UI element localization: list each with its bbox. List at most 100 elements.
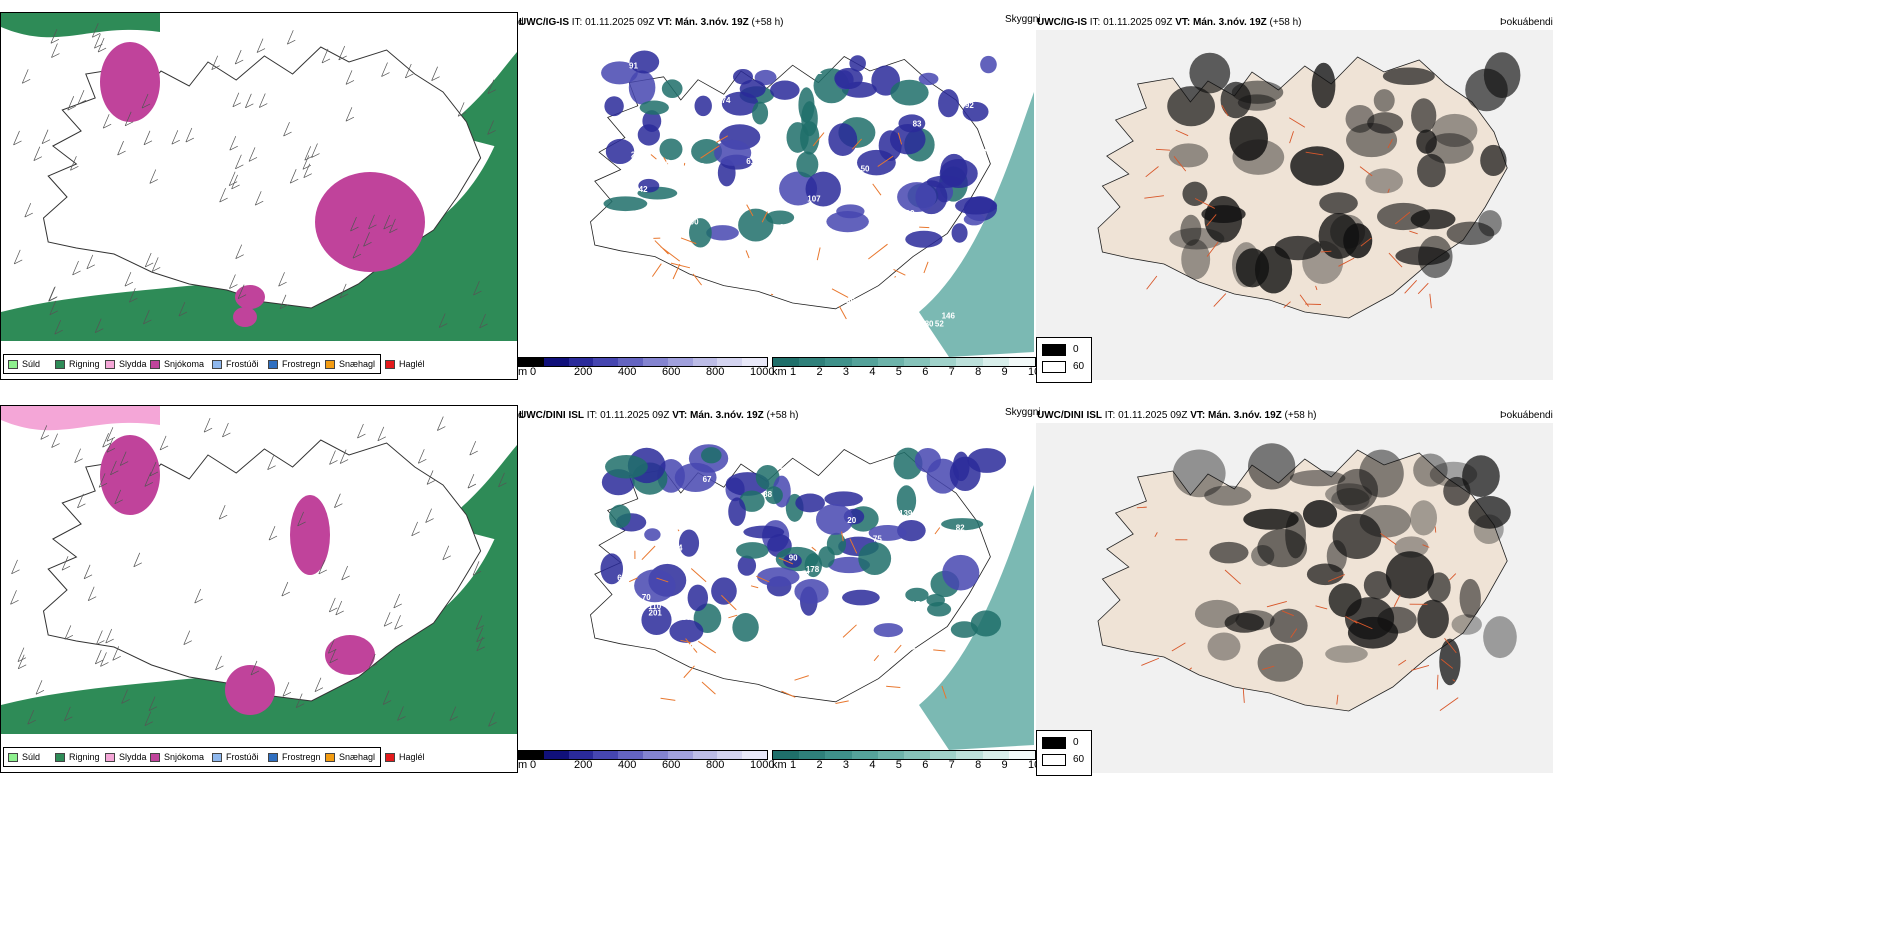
fog-swatch-white	[1042, 754, 1066, 766]
snow-area	[315, 172, 425, 272]
cloud-base-label: 68	[943, 260, 952, 269]
cloud-base-label: 54	[780, 465, 789, 474]
fog-area	[1207, 632, 1241, 661]
wind-barb	[397, 706, 406, 721]
wind-barb	[144, 252, 154, 268]
colorbar-tick: 3	[842, 366, 849, 378]
cloud-base-label: 254	[732, 239, 746, 248]
colorbar-segment	[543, 751, 569, 759]
wind-barb	[338, 45, 347, 61]
wind-barb	[475, 615, 485, 630]
wind-barb	[278, 272, 287, 287]
colorbar-segment	[667, 751, 693, 759]
fog-area	[1439, 638, 1461, 686]
cloud-base-label: 20	[912, 647, 921, 656]
cloud-area	[738, 208, 774, 242]
wind-barb	[49, 300, 58, 316]
cloud-area	[905, 230, 943, 248]
cloud-area	[890, 79, 929, 106]
colorbar-segment	[825, 358, 852, 366]
snow-area	[235, 285, 265, 309]
cloud-area	[918, 72, 939, 86]
colorbar-tick: 6	[922, 366, 929, 378]
cloud-base-colorbar-top	[518, 357, 768, 367]
it-label: IT:	[571, 17, 583, 28]
wind-barb	[334, 493, 343, 509]
wind-barb	[27, 710, 36, 725]
cloud-area	[796, 151, 819, 178]
vt-value: Mán. 3.nóv. 19Z	[1193, 17, 1267, 28]
snow-area	[233, 307, 257, 327]
fog-area	[1204, 485, 1252, 506]
map-frame	[0, 12, 518, 380]
snow-area	[325, 635, 375, 675]
cloud-base-label: 54	[925, 522, 934, 531]
wind-barb	[133, 552, 142, 568]
wind-barb	[41, 129, 51, 145]
wind-barb	[194, 588, 203, 604]
cloud-area	[868, 524, 907, 541]
legend-swatch	[385, 753, 395, 763]
colorbar-tick: 9	[1001, 759, 1008, 771]
wind-barb	[61, 556, 71, 571]
legend-item-haglél: Haglél	[385, 752, 425, 763]
wind-barb	[219, 187, 228, 203]
cloud-area	[752, 101, 769, 125]
colorbar-tick: 6	[922, 759, 929, 771]
colorbar-tick: 2	[816, 759, 823, 771]
legend-swatch	[212, 753, 222, 763]
wind-barb	[143, 309, 152, 325]
vt-value: Mán. 3.nóv. 19Z	[690, 410, 764, 421]
fog-area	[1385, 551, 1435, 599]
wind-barb	[341, 565, 350, 581]
fog-area	[1319, 192, 1358, 215]
cloud-area	[938, 89, 959, 118]
cloud-base-label: 846	[784, 253, 798, 262]
wind-barb	[87, 586, 97, 602]
fog-area	[1483, 616, 1517, 659]
legend-swatch	[8, 753, 18, 763]
fog-area	[1302, 500, 1338, 528]
wind-barb	[283, 121, 292, 137]
fog-area	[1459, 578, 1481, 618]
colorbar-segment	[742, 358, 767, 366]
cloud-base-label: 340	[756, 252, 770, 261]
legend-item-snæhagl: Snæhagl	[325, 359, 376, 370]
it-label: IT:	[1089, 17, 1101, 28]
wind-barb	[442, 545, 451, 561]
cloud-area	[824, 491, 863, 507]
fog-swatch-black	[1042, 344, 1066, 356]
wind-barb	[218, 504, 228, 520]
legend-label: Snæhagl	[339, 359, 376, 369]
fog-area	[1168, 143, 1209, 168]
wind-barb	[203, 418, 213, 433]
fog-area	[1336, 468, 1379, 512]
fog-area	[1425, 133, 1474, 164]
fog-area	[1365, 168, 1403, 194]
wind-barb	[350, 216, 359, 232]
cloud-area	[669, 619, 704, 643]
wind-barb	[393, 593, 402, 609]
cloud-area	[942, 554, 980, 591]
cloud-base-label: 267	[738, 295, 752, 304]
wind-barb	[318, 559, 327, 575]
colorbar-segment	[568, 751, 594, 759]
wind-barb	[469, 440, 478, 456]
cloud-base-label: 112	[730, 184, 743, 193]
wind-barb	[436, 416, 446, 431]
wind-barb	[10, 590, 19, 605]
cloud-area	[674, 462, 717, 492]
wind-barb	[17, 654, 27, 670]
cloud-area	[804, 553, 823, 578]
lead-time: (+58 h)	[1269, 17, 1302, 28]
cloud-base-label: 170	[796, 480, 810, 489]
fog-key-bottom: 0 60	[1036, 730, 1092, 776]
wind-barb	[314, 677, 324, 693]
colorbar-segment	[930, 358, 957, 366]
wind-barb	[117, 140, 126, 156]
fog-area	[1411, 98, 1437, 133]
cloud-base-label: 66	[807, 630, 816, 639]
iceland-outline	[1097, 449, 1508, 712]
wind-barb	[281, 581, 290, 597]
wind-barb	[74, 448, 83, 463]
